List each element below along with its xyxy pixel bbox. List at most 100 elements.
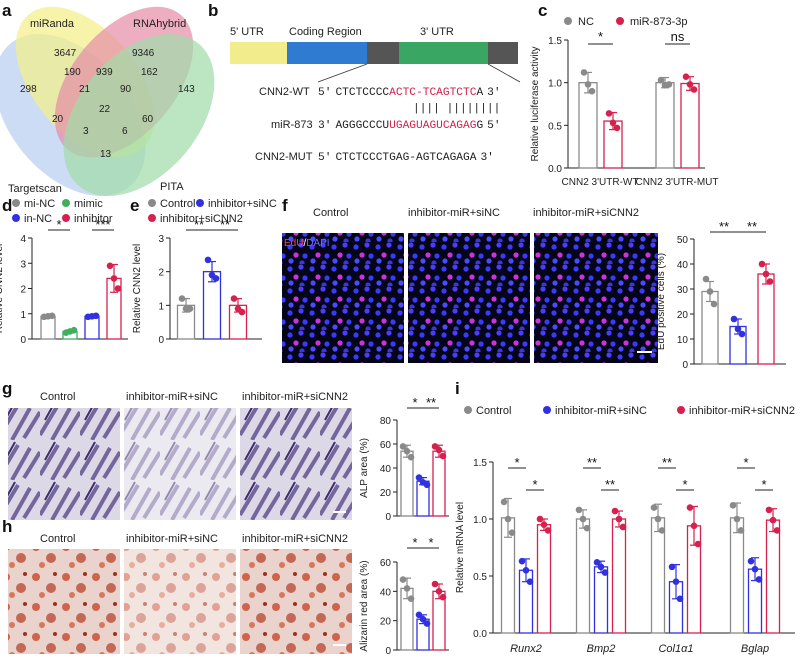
seq-label: CNN2-WT [259, 86, 310, 98]
data-point [399, 443, 407, 450]
data-point [431, 580, 439, 588]
venn-count: 3 [83, 126, 89, 137]
data-point [584, 81, 592, 88]
data-point [654, 515, 662, 523]
venn-count: 90 [120, 84, 132, 95]
data-point [575, 506, 583, 514]
data-point [238, 308, 246, 316]
x-tick-label: CNN2 3'UTR-WT [562, 177, 639, 188]
x-tick-label: Bmp2 [587, 643, 616, 655]
stain-dapi: DAPI [306, 238, 329, 249]
sig-label: ** [426, 395, 436, 410]
data-point [737, 527, 745, 534]
data-point [439, 452, 447, 460]
bar [536, 524, 552, 634]
data-point [710, 300, 718, 308]
legend-label: inhibitor-miR+siCNN2 [689, 405, 795, 417]
legend-marker [616, 17, 624, 25]
data-point [415, 611, 423, 619]
y-tick-label: 1.0 [473, 515, 487, 526]
data-point [593, 559, 601, 566]
seq-seed: ACTC-TCAGTCTC [389, 87, 477, 99]
y-tick-label: 0.5 [473, 572, 487, 583]
data-point [110, 275, 118, 282]
alp-image-sicnn2 [240, 408, 352, 520]
data-point [536, 515, 544, 523]
legend-label: inhibitor-miR+siNC [555, 405, 647, 417]
x-tick-label: Col1α1 [658, 643, 693, 655]
panel-label-i: i [455, 379, 460, 398]
data-point [419, 615, 427, 623]
bar [729, 517, 745, 634]
data-point [706, 288, 714, 295]
data-point [773, 527, 781, 534]
y-tick-label: 1.0 [548, 79, 562, 90]
data-point [609, 119, 617, 127]
sig-label: ** [194, 217, 204, 232]
venn-count: 21 [79, 84, 91, 95]
data-point [435, 588, 443, 595]
seq-part: AGGGCCCU [335, 120, 389, 132]
data-point [682, 73, 690, 80]
edu-image-sicnn2 [534, 233, 658, 363]
data-point [580, 69, 588, 76]
data-point [92, 312, 100, 320]
seq-label: CNN2-MUT [255, 151, 313, 163]
sig-label: * [412, 395, 417, 410]
bar [765, 519, 781, 634]
data-point [106, 262, 114, 270]
image-label-h-control: Control [40, 533, 75, 545]
seq-text: 3' AGGGCCCUUGAGUAGUCAGAGG 5' [318, 120, 501, 132]
legend-label: Control [476, 405, 511, 417]
sig-label: ** [220, 217, 230, 232]
bar [578, 82, 598, 169]
y-tick-label: 1 [20, 310, 26, 321]
seq-prime: 3' [487, 87, 500, 99]
data-point [518, 557, 526, 565]
y-tick-label: 0 [20, 335, 26, 346]
sig-label: * [761, 477, 766, 492]
panel-label-h: h [2, 517, 12, 536]
data-point [758, 260, 766, 268]
sig-label: *** [95, 217, 110, 232]
y-tick-label: 80 [380, 416, 392, 427]
data-point [665, 81, 673, 88]
image-label-g-sinc: inhibitor-miR+siNC [126, 391, 218, 403]
venn-set-pita [63, 33, 215, 197]
data-point [508, 529, 516, 536]
venn-count: 3647 [54, 48, 77, 59]
data-point [403, 447, 411, 455]
region-3utr-right [488, 42, 518, 64]
region-coding [287, 42, 367, 64]
y-tick-label: 40 [380, 587, 392, 598]
venn-count: 22 [99, 104, 111, 115]
data-point [605, 110, 613, 117]
seq-row-mut: CNN2-MUT 5' CTCTCCCTGAG-AGTCAGAGA 3' [255, 151, 494, 164]
legend-label: mimic [74, 198, 103, 210]
venn-count: 9346 [132, 48, 155, 59]
data-point [435, 446, 443, 454]
y-tick-label: 3 [158, 234, 164, 245]
venn-counts: 3647 9346 190 939 162 298 21 90 143 22 2… [20, 48, 195, 160]
seq-prime: 5' [487, 120, 500, 132]
seq-prime: 5' [318, 87, 331, 99]
data-point [769, 516, 777, 524]
edu-image-sinc [408, 233, 530, 363]
data-point [544, 527, 552, 534]
y-tick-label: 60 [380, 558, 392, 569]
legend-marker [148, 199, 156, 207]
data-point [686, 504, 694, 511]
venn-count: 60 [142, 114, 154, 125]
data-point [186, 305, 194, 313]
data-point [751, 565, 759, 573]
data-point [399, 576, 407, 583]
ar-image-control [8, 549, 120, 654]
legend-marker [543, 406, 551, 414]
bar [400, 450, 414, 517]
y-tick-label: 2 [20, 285, 26, 296]
y-tick-label: 2 [158, 268, 164, 279]
legend-label: NC [578, 16, 594, 28]
region-5utr [230, 42, 287, 64]
zoom-line-left [317, 63, 368, 83]
